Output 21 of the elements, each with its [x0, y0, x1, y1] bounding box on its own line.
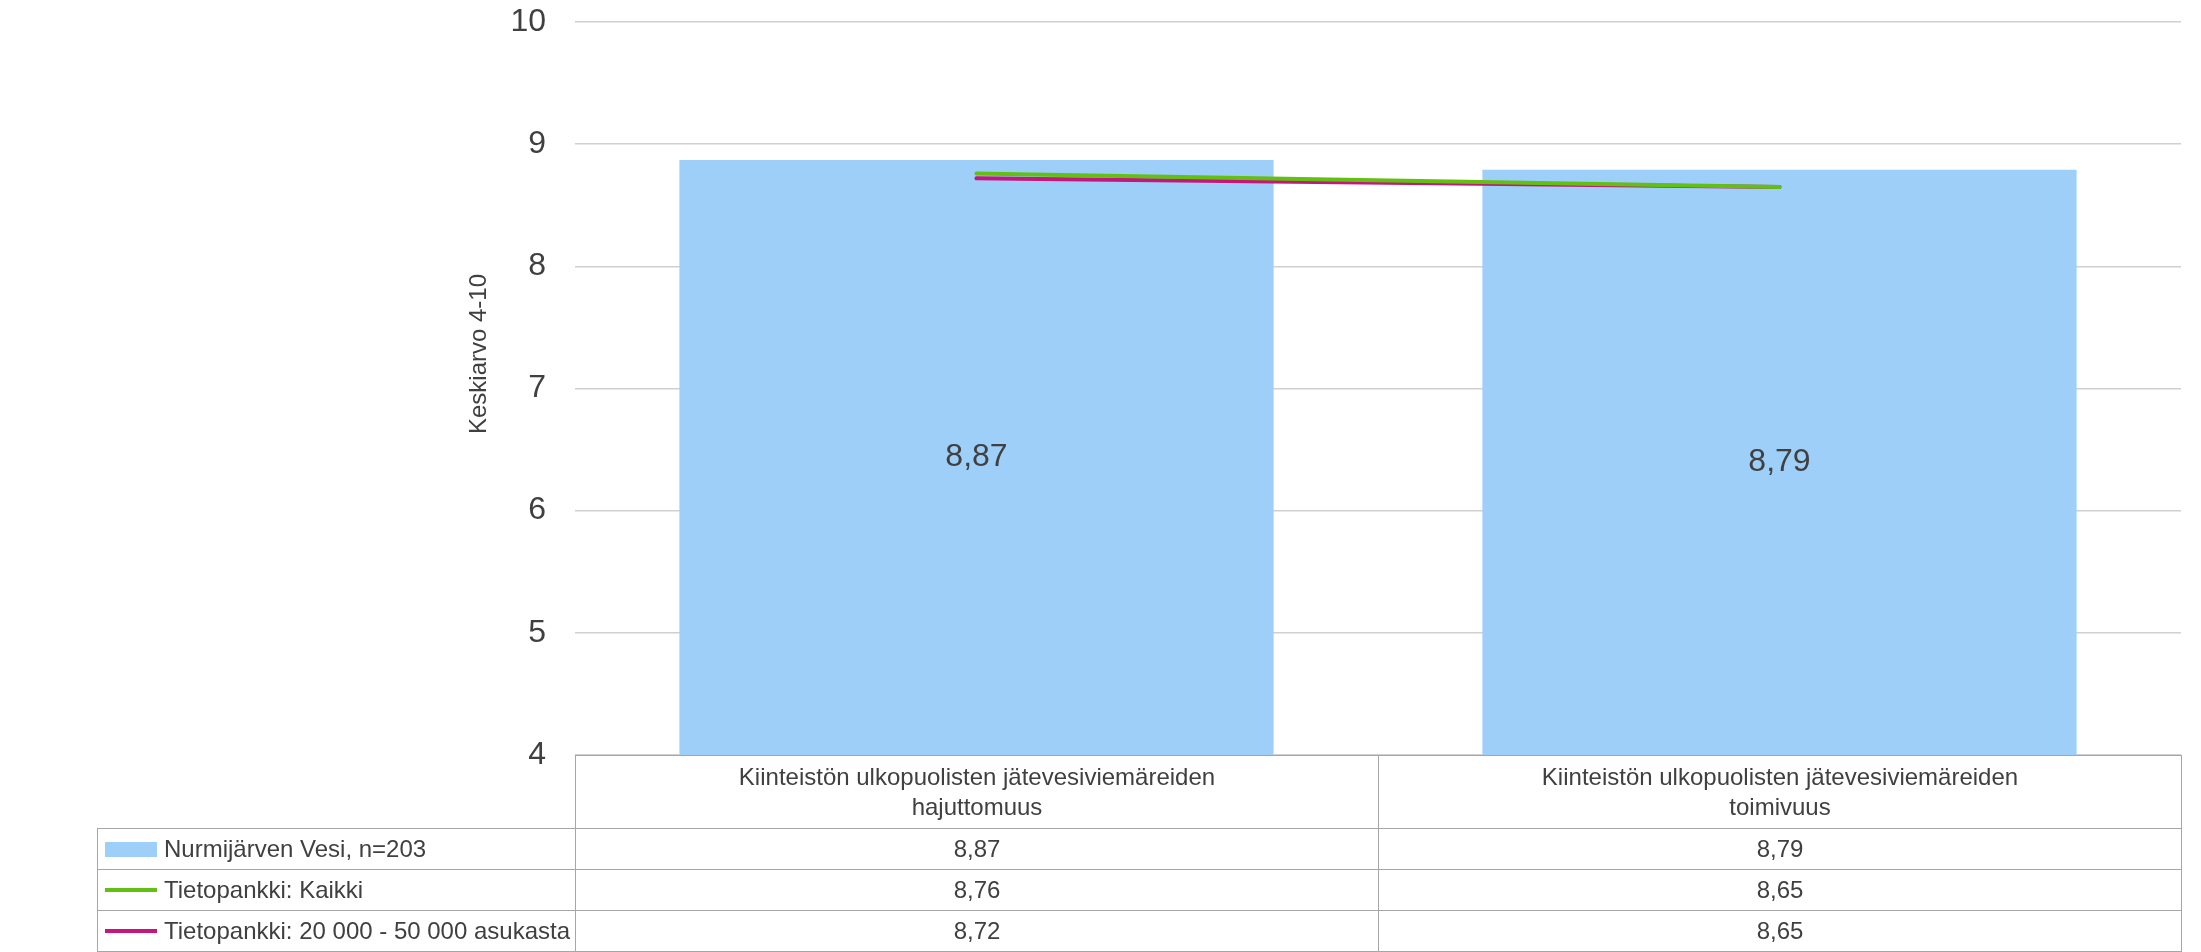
- data-label: 8,79: [1378, 828, 2182, 870]
- data-label: 8,72: [575, 910, 1379, 952]
- text: 8,79: [1748, 442, 1811, 479]
- y-tick-label: 9: [528, 123, 546, 160]
- legend-label: Nurmijärven Vesi, n=203: [164, 834, 427, 864]
- text: 8,87: [945, 437, 1008, 474]
- data-label: 8,65: [1378, 869, 2182, 911]
- y-tick-label: 4: [528, 734, 546, 771]
- legend-label: Tietopankki: 20 000 - 50 000 asukasta: [164, 916, 571, 946]
- x-tick-label: Kiinteistön ulkopuolisten jätevesiviemäreiden hajuttomuus: [737, 762, 1217, 822]
- y-axis-title: Keskiarvo 4-10: [464, 273, 492, 435]
- x-tick-label: Kiinteistön ulkopuolisten jätevesiviemäreiden toimivuus: [1540, 762, 2020, 822]
- y-tick-label: 10: [510, 1, 546, 38]
- data-label: 8,76: [575, 869, 1379, 911]
- data-label: 8,87: [575, 828, 1379, 870]
- legend-label: Tietopankki: Kaikki: [164, 875, 364, 905]
- y-tick-label: 7: [528, 368, 546, 405]
- data-label: 8,65: [1378, 910, 2182, 952]
- y-tick-label: 5: [528, 612, 546, 649]
- y-tick-label: 8: [528, 246, 546, 283]
- y-tick-label: 6: [528, 490, 546, 527]
